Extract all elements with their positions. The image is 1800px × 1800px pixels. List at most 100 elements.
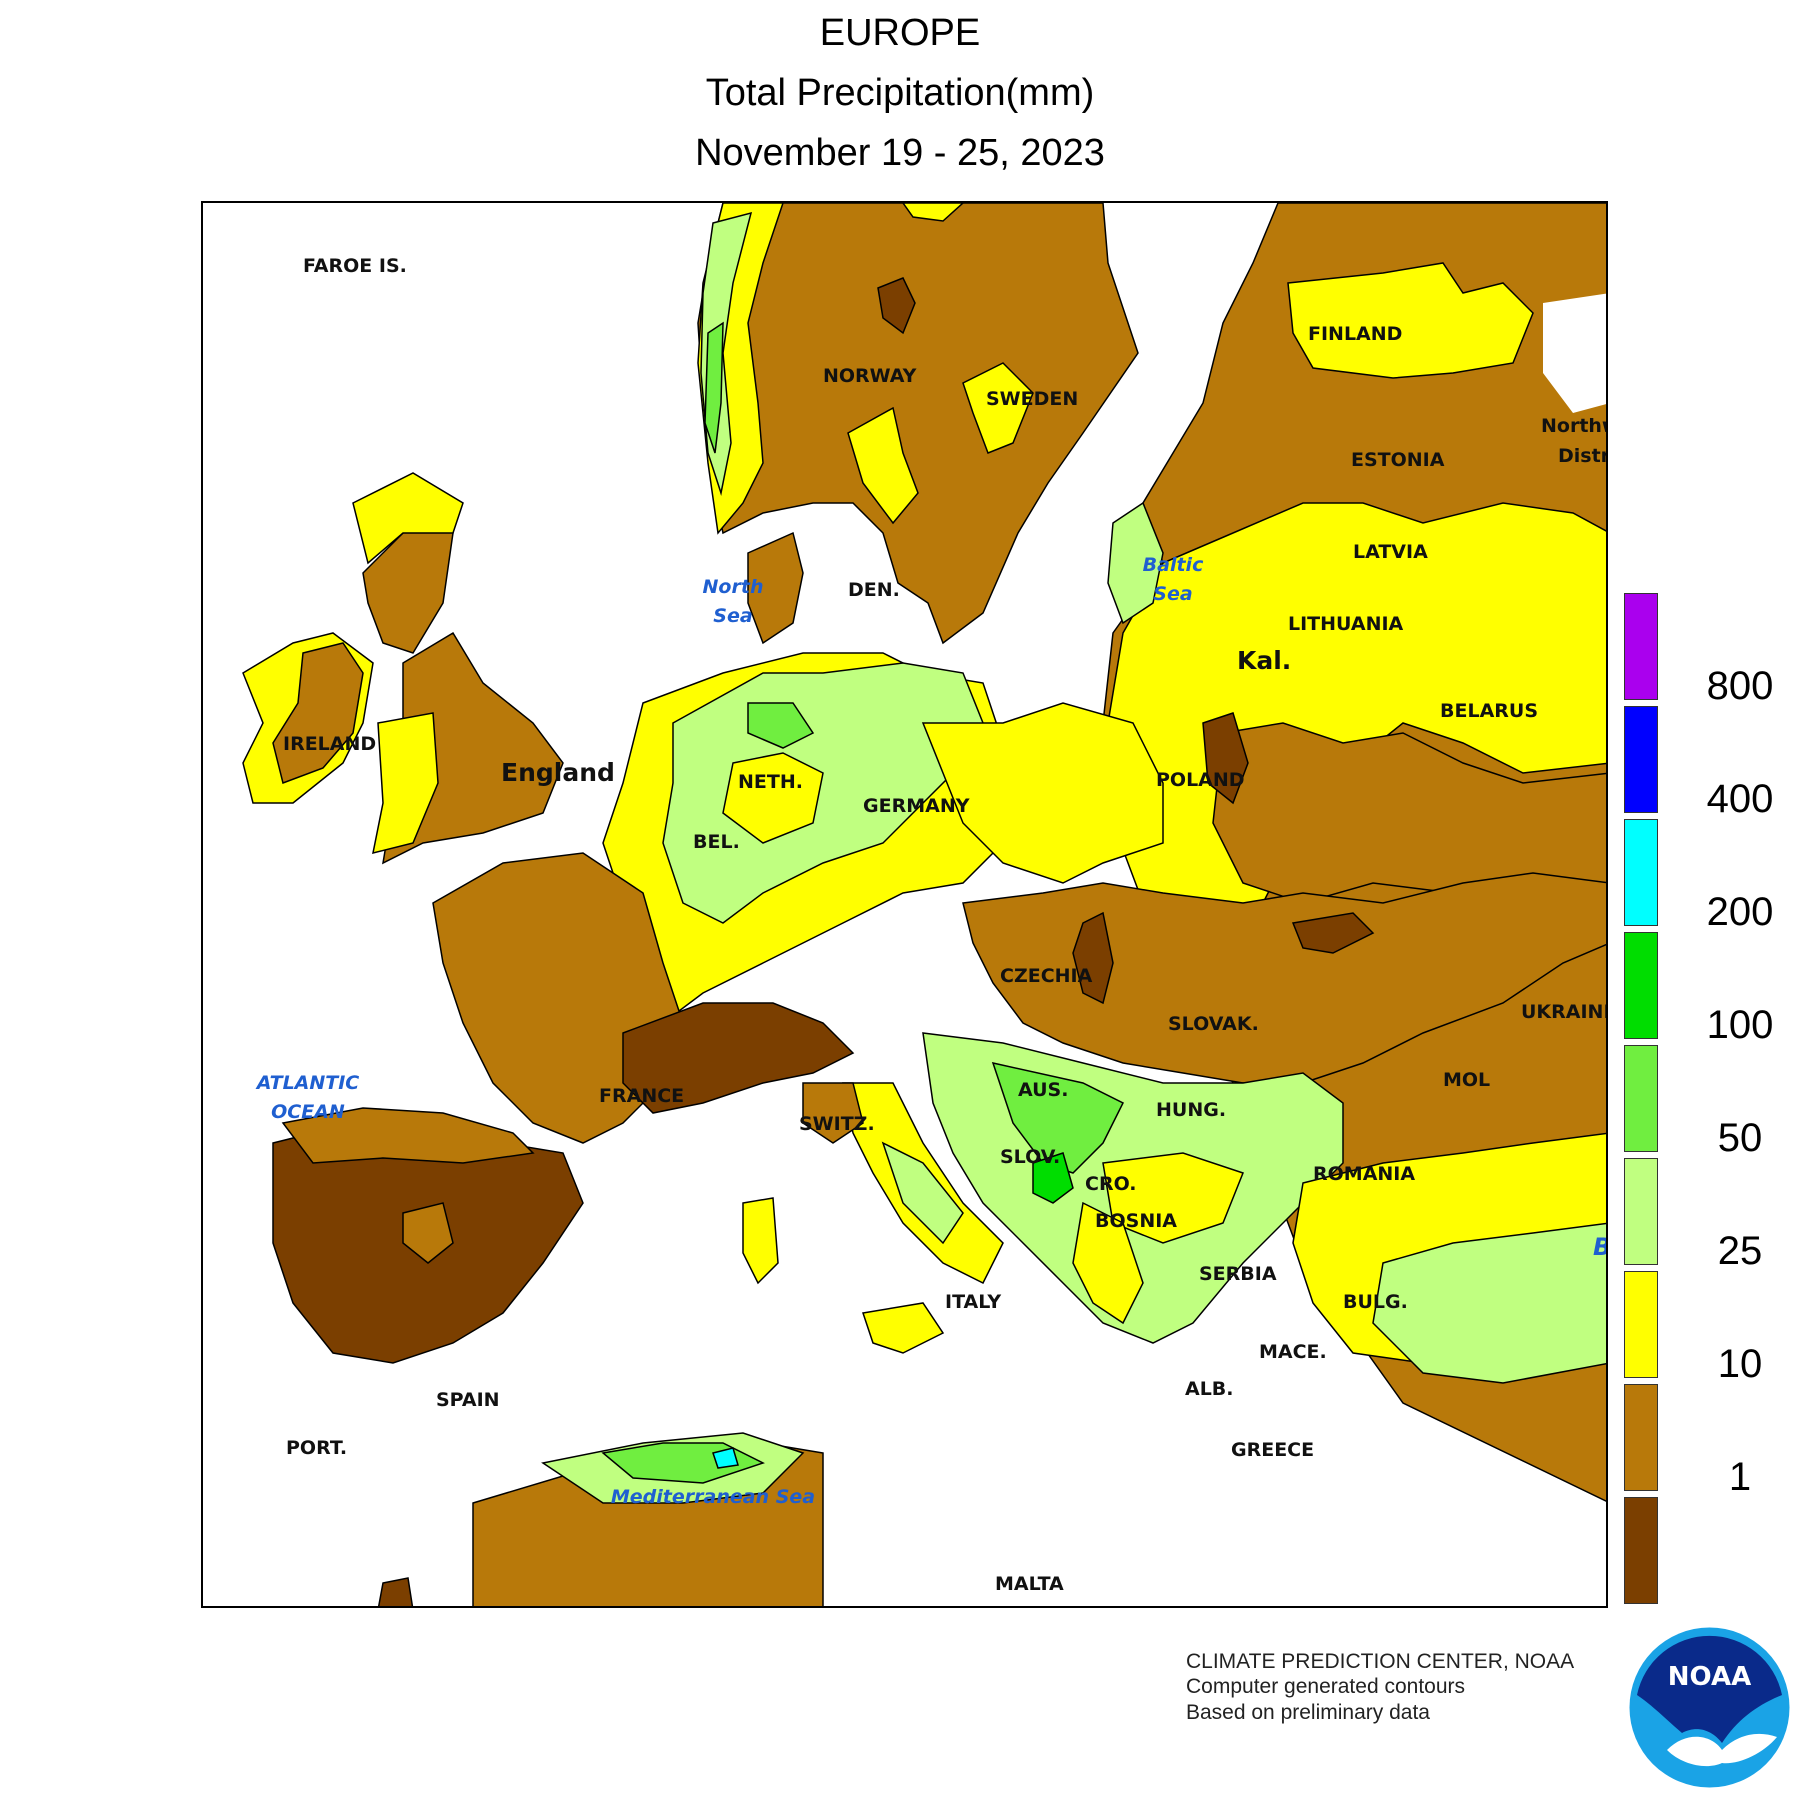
serbia-darkgreen bbox=[991, 1061, 1125, 1174]
noaa-logo: NOAA bbox=[1629, 1627, 1790, 1788]
label-slov: SLOV. bbox=[1000, 1146, 1061, 1168]
label-kal: Kal. bbox=[1237, 646, 1292, 675]
label-atlantic-line2: OCEAN bbox=[271, 1101, 345, 1123]
sweden-south-yellow bbox=[962, 362, 1034, 454]
label-finland: FINLAND bbox=[1308, 323, 1403, 345]
precipitation-map: FAROE IS. NORWAY SWEDEN FINLAND ESTONIA … bbox=[201, 201, 1608, 1608]
label-czechia: CZECHIA bbox=[1000, 965, 1093, 987]
legend-swatch-100-200 bbox=[1624, 932, 1658, 1039]
belarus-dark-strip bbox=[1202, 712, 1249, 805]
label-malta: MALTA bbox=[995, 1573, 1064, 1595]
label-sweden: SWEDEN bbox=[986, 388, 1079, 410]
label-belarus: BELARUS bbox=[1440, 700, 1539, 722]
credit-line-2: Computer generated contours bbox=[1186, 1675, 1465, 1698]
montenegro-green bbox=[1032, 1152, 1074, 1204]
label-greece: GREECE bbox=[1231, 1439, 1315, 1461]
germany-darkgreen bbox=[747, 702, 815, 749]
label-bel: BEL. bbox=[693, 831, 740, 853]
legend-label-800: 800 bbox=[1706, 664, 1774, 708]
label-estonia: ESTONIA bbox=[1351, 449, 1445, 471]
credit-line-3: Based on preliminary data bbox=[1186, 1701, 1430, 1724]
label-neth: NETH. bbox=[738, 771, 803, 793]
label-atlantic-line1: ATLANTIC bbox=[256, 1072, 360, 1094]
spain-brown-inner bbox=[402, 1202, 454, 1264]
scotland-yellow bbox=[352, 472, 464, 565]
noaa-logo-sky bbox=[1637, 1635, 1782, 1743]
label-france: FRANCE bbox=[599, 1085, 685, 1107]
label-northwest-2: Distri bbox=[1558, 445, 1606, 467]
label-romania: ROMANIA bbox=[1313, 1163, 1416, 1185]
hungary-dark bbox=[1072, 911, 1114, 1005]
label-norway: NORWAY bbox=[823, 365, 917, 387]
map-variable-title: Total Precipitation(mm) bbox=[705, 72, 1095, 114]
label-poland: POLAND bbox=[1156, 769, 1245, 791]
label-ireland: IRELAND bbox=[283, 733, 377, 755]
ireland-brown bbox=[272, 642, 364, 784]
map-region-title: EUROPE bbox=[819, 12, 981, 54]
label-switz: SWITZ. bbox=[799, 1113, 875, 1135]
legend-swatch-25-50 bbox=[1624, 1158, 1658, 1265]
label-serbia: SERBIA bbox=[1199, 1263, 1277, 1285]
label-hung: HUNG. bbox=[1156, 1099, 1227, 1121]
label-north-sea: North Sea bbox=[663, 573, 803, 631]
region-carpathian-brown bbox=[962, 872, 1606, 1084]
label-baltic-sea: Baltic Sea bbox=[1103, 551, 1243, 609]
label-latvia: LATVIA bbox=[1353, 541, 1428, 563]
label-slovak: SLOVAK. bbox=[1168, 1013, 1259, 1035]
region-sardinia bbox=[742, 1197, 779, 1285]
label-port: PORT. bbox=[286, 1437, 348, 1459]
legend-label-400: 400 bbox=[1706, 777, 1774, 821]
label-atlantic-ocean: ATLANTIC OCEAN bbox=[238, 1069, 378, 1127]
legend-swatch-above-800 bbox=[1624, 593, 1658, 700]
turkey-green bbox=[1372, 1222, 1606, 1384]
england-yellow-west bbox=[372, 712, 439, 855]
sweden-top-yellow bbox=[902, 203, 965, 222]
label-north-sea-line1: North bbox=[702, 576, 764, 598]
label-germany: GERMANY bbox=[863, 795, 970, 817]
label-north-sea-line2: Sea bbox=[713, 605, 753, 627]
italy-green bbox=[881, 1141, 964, 1245]
label-lithuania: LITHUANIA bbox=[1288, 613, 1404, 635]
label-aus: AUS. bbox=[1018, 1079, 1069, 1101]
africa-cyan bbox=[712, 1447, 739, 1469]
norway-coast-darkgreen bbox=[704, 321, 724, 454]
region-alps-dark bbox=[622, 1002, 855, 1114]
germany-yellow-inner bbox=[722, 752, 824, 844]
legend-label-50: 50 bbox=[1717, 1116, 1763, 1160]
legend-label-25: 25 bbox=[1717, 1229, 1763, 1273]
credit-line-1: CLIMATE PREDICTION CENTER, NOAA bbox=[1186, 1650, 1575, 1673]
ukraine-dark bbox=[1291, 912, 1375, 954]
greece-yellow bbox=[1072, 1201, 1144, 1325]
label-den: DEN. bbox=[848, 579, 900, 601]
label-baltic-sea-line2: Sea bbox=[1153, 583, 1193, 605]
legend-label-1: 1 bbox=[1728, 1455, 1752, 1499]
russia-white-gap bbox=[1543, 293, 1606, 413]
legend-label-100: 100 bbox=[1706, 1003, 1774, 1047]
legend-swatch-200-400 bbox=[1624, 819, 1658, 926]
sweden-yellow-patch bbox=[847, 406, 919, 525]
legend-swatch-1-10 bbox=[1624, 1384, 1658, 1491]
region-sicily bbox=[862, 1302, 945, 1354]
label-bulg: BULG. bbox=[1343, 1291, 1408, 1313]
label-spain: SPAIN bbox=[436, 1389, 500, 1411]
label-italy: ITALY bbox=[945, 1291, 1002, 1313]
label-ukraine: UKRAINE bbox=[1521, 1001, 1608, 1023]
label-alb: ALB. bbox=[1185, 1378, 1234, 1400]
label-cro: CRO. bbox=[1085, 1173, 1137, 1195]
region-poland-yellow bbox=[921, 702, 1164, 884]
legend-swatch-50-100 bbox=[1624, 1045, 1658, 1152]
label-england: England bbox=[501, 758, 615, 787]
iberia-brown-north bbox=[281, 1107, 535, 1164]
germany-green bbox=[662, 662, 984, 924]
belarus-brown bbox=[1212, 722, 1606, 904]
lithuania-green bbox=[1107, 501, 1164, 625]
noaa-logo-text: NOAA bbox=[1668, 1662, 1751, 1692]
label-northwest-1: Northw bbox=[1541, 415, 1606, 437]
legend-label-10: 10 bbox=[1717, 1342, 1763, 1386]
noaa-logo-bird bbox=[1667, 1733, 1777, 1767]
legend-label-200: 200 bbox=[1706, 890, 1774, 934]
map-period-title: November 19 - 25, 2023 bbox=[695, 132, 1105, 174]
label-mace: MACE. bbox=[1259, 1341, 1327, 1363]
finland-yellow bbox=[1287, 262, 1534, 379]
label-baltic-sea-line1: Baltic bbox=[1142, 554, 1204, 576]
